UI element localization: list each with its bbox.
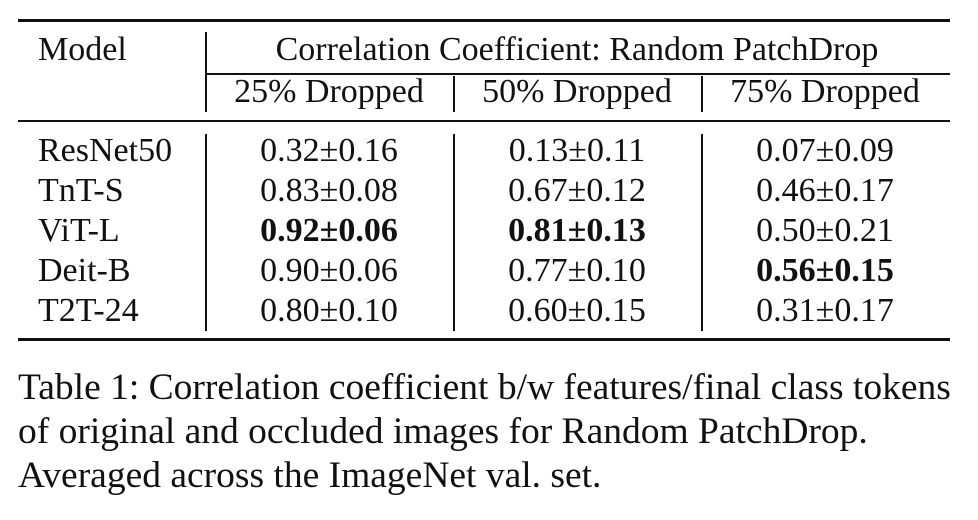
group-header: Correlation Coefficient: Random PatchDro… [275,31,879,68]
row-value: 0.50±0.21 [756,212,894,249]
column-divider-1 [453,76,455,112]
column-header-75: 75% Dropped [730,73,920,110]
column-header-25: 25% Dropped [234,73,424,110]
row-value: 0.60±0.15 [508,292,646,329]
row-value: 0.90±0.06 [260,252,398,289]
row-model: T2T-24 [38,292,139,329]
row-model: ResNet50 [38,132,173,169]
row-value: 0.31±0.17 [756,292,894,329]
row-value: 0.07±0.09 [756,132,894,169]
row-value-best: 0.92±0.06 [260,212,398,249]
model-column-divider [205,32,207,112]
row-model: ViT-L [38,212,120,249]
model-column-divider-body [205,134,207,331]
row-value: 0.80±0.10 [260,292,398,329]
column-divider-1-body [453,134,455,331]
row-value-best: 0.56±0.15 [756,252,894,289]
row-value: 0.32±0.16 [260,132,398,169]
row-model: Deit-B [38,252,131,289]
table-top-rule [18,19,950,22]
table-caption: Table 1: Correlation coefficient b/w fea… [18,367,951,496]
row-value-best: 0.81±0.13 [508,212,646,249]
table-bottom-rule [18,338,950,341]
row-value: 0.46±0.17 [756,172,894,209]
model-header: Model [38,31,127,68]
column-header-50: 50% Dropped [482,73,672,110]
column-divider-2 [701,76,703,112]
row-model: TnT-S [38,172,124,209]
row-value: 0.13±0.11 [508,132,646,169]
header-bottom-rule [18,120,950,122]
row-value: 0.77±0.10 [508,252,646,289]
column-divider-2-body [701,134,703,331]
group-underline [205,73,950,75]
row-value: 0.83±0.08 [260,172,398,209]
row-value: 0.67±0.12 [508,172,646,209]
